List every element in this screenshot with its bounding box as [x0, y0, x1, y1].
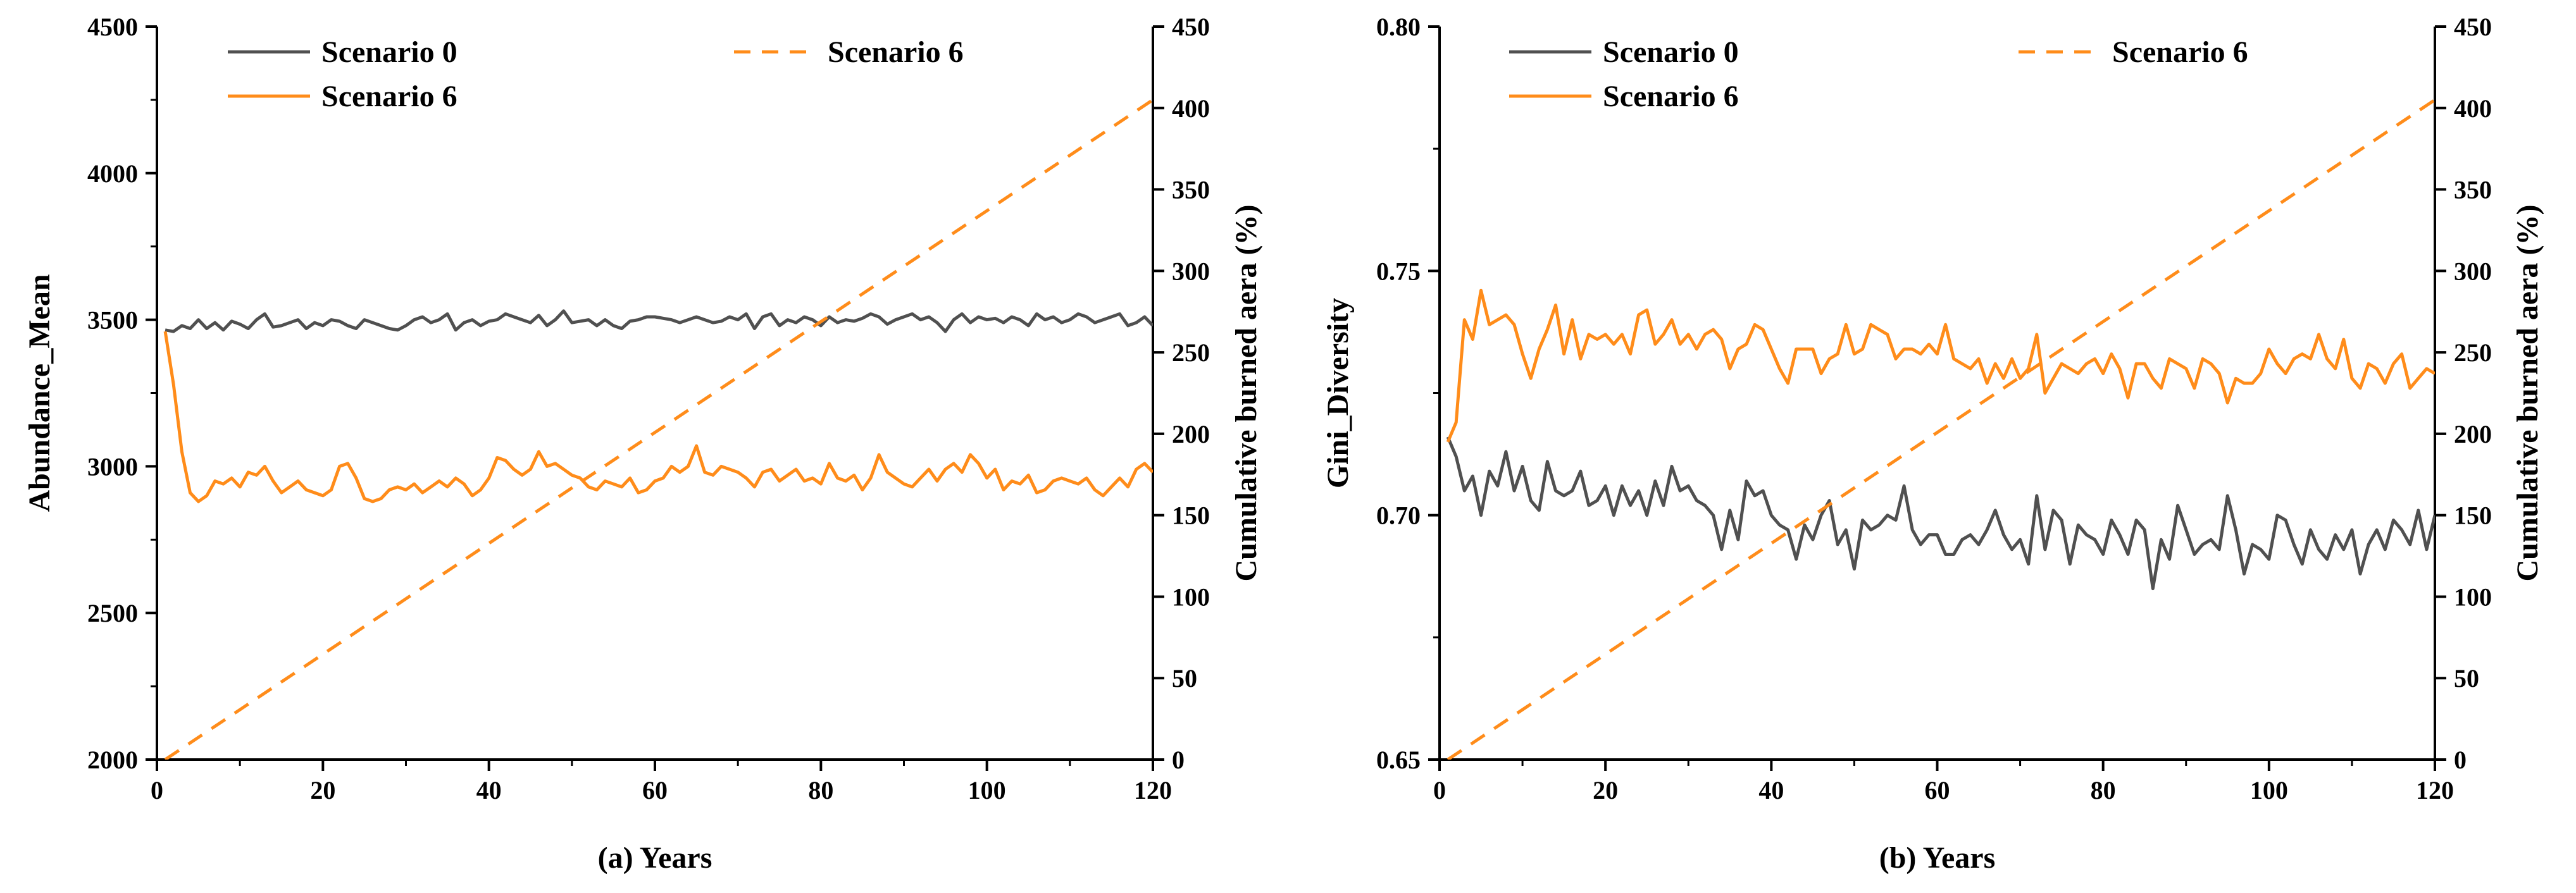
y2-tick-label: 350 [1172, 176, 1210, 204]
x-tick-label: 60 [1925, 776, 1950, 804]
series-line-scenario-0 [165, 309, 1153, 333]
series-line-scenario-0 [1446, 436, 2435, 591]
x-tick-label: 80 [2091, 776, 2116, 804]
y2-tick-label: 100 [1172, 582, 1210, 611]
legend-label: Scenario 6 [828, 35, 964, 69]
x-tick-label: 80 [808, 776, 833, 804]
y2-tick-label: 450 [2454, 13, 2492, 41]
series-line-scenario-6-cumulative [1447, 98, 2435, 760]
y-tick-label: 4000 [87, 159, 138, 188]
x-tick-label: 40 [1758, 776, 1784, 804]
y2-tick-label: 150 [1172, 502, 1210, 530]
x-tick-label: 20 [310, 776, 335, 804]
series-line-scenario-6 [163, 331, 1153, 503]
x-tick-label: 20 [1593, 776, 1618, 804]
y2-tick-label: 50 [2454, 664, 2479, 693]
y-tick-label: 2000 [87, 746, 138, 774]
legend-label: Scenario 6 [321, 80, 457, 113]
x-axis-title: (a) Years [598, 841, 712, 875]
chart-panel-b: 0 20 40 60 80 100 120 0.65 0.70 0.75 0.80 0 50 100 150… [1321, 13, 2544, 875]
legend-label: Scenario 6 [2112, 35, 2248, 69]
y2-axis-title: Cumulative burned aera (%) [1229, 205, 1263, 582]
y-tick-label: 4500 [87, 13, 138, 41]
y2-tick-label: 300 [2454, 257, 2492, 285]
x-tick-label: 60 [642, 776, 668, 804]
x-tick-label: 120 [2416, 776, 2454, 804]
series-line-scenario-6-cumulative [164, 98, 1153, 760]
legend-label: Scenario 6 [1603, 80, 1739, 113]
chart-panel-a: 0 20 40 60 80 100 120 2000 2500 3000 3500 4000 4500 0… [23, 13, 1263, 875]
plot-area [1446, 98, 2435, 760]
x-tick-label: 120 [1134, 776, 1172, 804]
x-tick-label: 0 [1433, 776, 1446, 804]
y2-tick-label: 0 [1172, 746, 1185, 774]
legend-label: Scenario 0 [321, 35, 457, 69]
x-tick-label: 40 [476, 776, 502, 804]
y2-tick-label: 200 [2454, 420, 2492, 448]
y2-tick-label: 250 [1172, 338, 1210, 367]
x-tick-label: 0 [151, 776, 163, 804]
y2-tick-label: 300 [1172, 257, 1210, 285]
x-tick-label: 100 [2250, 776, 2288, 804]
y2-tick-label: 450 [1172, 13, 1210, 41]
series-line-scenario-6 [1446, 288, 2435, 443]
y2-tick-label: 250 [2454, 338, 2492, 367]
x-tick-label: 100 [968, 776, 1006, 804]
y-tick-label: 2500 [87, 599, 138, 627]
x-axis-title: (b) Years [1879, 841, 1996, 875]
y2-tick-label: 200 [1172, 420, 1210, 448]
y-axis-title: Abundance_Mean [23, 274, 56, 512]
y-axis-title: Gini_Diversity [1321, 298, 1355, 488]
y-tick-label: 0.80 [1376, 13, 1421, 41]
y-tick-label: 0.70 [1376, 502, 1421, 530]
y2-tick-label: 350 [2454, 176, 2492, 204]
y2-tick-label: 150 [2454, 502, 2492, 530]
y2-tick-label: 50 [1172, 664, 1197, 693]
legend: Scenario 0 Scenario 6 Scenario 6 [1509, 35, 2248, 113]
legend: Scenario 0 Scenario 6 Scenario 6 [228, 35, 964, 113]
y2-tick-label: 400 [1172, 94, 1210, 123]
y-tick-label: 0.65 [1376, 746, 1421, 774]
y-tick-label: 0.75 [1376, 257, 1421, 285]
y2-tick-label: 400 [2454, 94, 2492, 123]
y-tick-label: 3000 [87, 452, 138, 481]
legend-label: Scenario 0 [1603, 35, 1739, 69]
y2-tick-label: 100 [2454, 582, 2492, 611]
y2-tick-label: 0 [2454, 746, 2467, 774]
y2-axis-title: Cumulative burned aera (%) [2511, 205, 2544, 582]
plot-area [163, 98, 1153, 760]
y-tick-label: 3500 [87, 306, 138, 335]
